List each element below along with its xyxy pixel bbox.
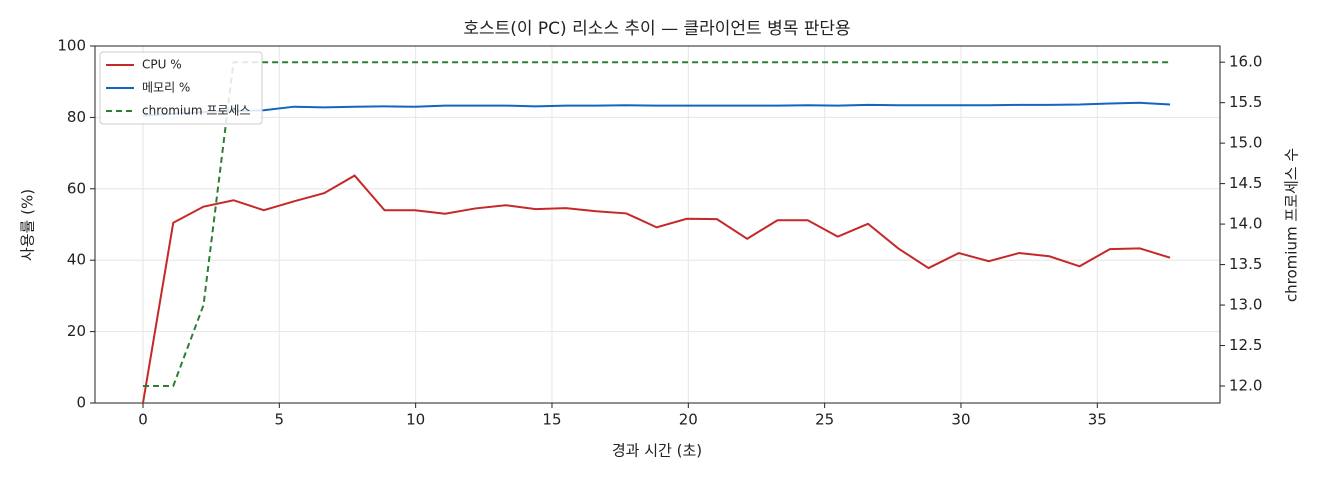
x-tick-label: 20 bbox=[679, 411, 698, 429]
y2-tick-label: 16.0 bbox=[1229, 53, 1262, 71]
y2-tick-label: 13.5 bbox=[1229, 255, 1262, 273]
legend-label: chromium 프로세스 bbox=[142, 104, 251, 118]
y-axis-label: 사용률 (%) bbox=[19, 189, 37, 261]
chart-title: 호스트(이 PC) 리소스 추이 — 클라이언트 병목 판단용 bbox=[463, 19, 850, 39]
x-tick-label: 10 bbox=[406, 411, 425, 429]
x-tick-label: 25 bbox=[815, 411, 834, 429]
y-tick-label: 80 bbox=[67, 108, 86, 126]
y2-tick-label: 13.0 bbox=[1229, 296, 1262, 314]
legend-box bbox=[99, 51, 263, 125]
legend-label: CPU % bbox=[142, 58, 182, 72]
data-line bbox=[142, 101, 1171, 117]
y2-tick-label: 14.5 bbox=[1229, 174, 1262, 192]
y-tick-label: 20 bbox=[67, 322, 86, 340]
y-tick-label: 100 bbox=[57, 37, 86, 55]
y2-tick-label: 12.5 bbox=[1229, 336, 1262, 354]
x-tick-label: 35 bbox=[1088, 411, 1107, 429]
legend: CPU % 메모리 % chromium 프로세스 bbox=[99, 51, 263, 125]
x-axis-label: 경과 시간 (초) bbox=[612, 442, 702, 460]
y2-tick-label: 14.0 bbox=[1229, 215, 1262, 233]
y-tick-label: 0 bbox=[76, 394, 86, 412]
y2-tick-label: 12.0 bbox=[1229, 377, 1262, 395]
y2-axis-label: chromium 프로세스 수 bbox=[1283, 148, 1301, 302]
y-tick-label: 40 bbox=[67, 251, 86, 269]
data-line bbox=[142, 174, 1171, 404]
x-tick-label: 5 bbox=[275, 411, 285, 429]
plot-frame bbox=[94, 45, 1221, 404]
legend-label: 메모리 % bbox=[142, 81, 190, 95]
y-tick-label: 60 bbox=[67, 179, 86, 197]
data-line bbox=[142, 61, 1171, 387]
y2-tick-label: 15.0 bbox=[1229, 134, 1262, 152]
y2-tick-label: 15.5 bbox=[1229, 93, 1262, 111]
x-tick-label: 30 bbox=[951, 411, 970, 429]
x-tick-label: 15 bbox=[542, 411, 561, 429]
x-tick-label: 0 bbox=[138, 411, 148, 429]
